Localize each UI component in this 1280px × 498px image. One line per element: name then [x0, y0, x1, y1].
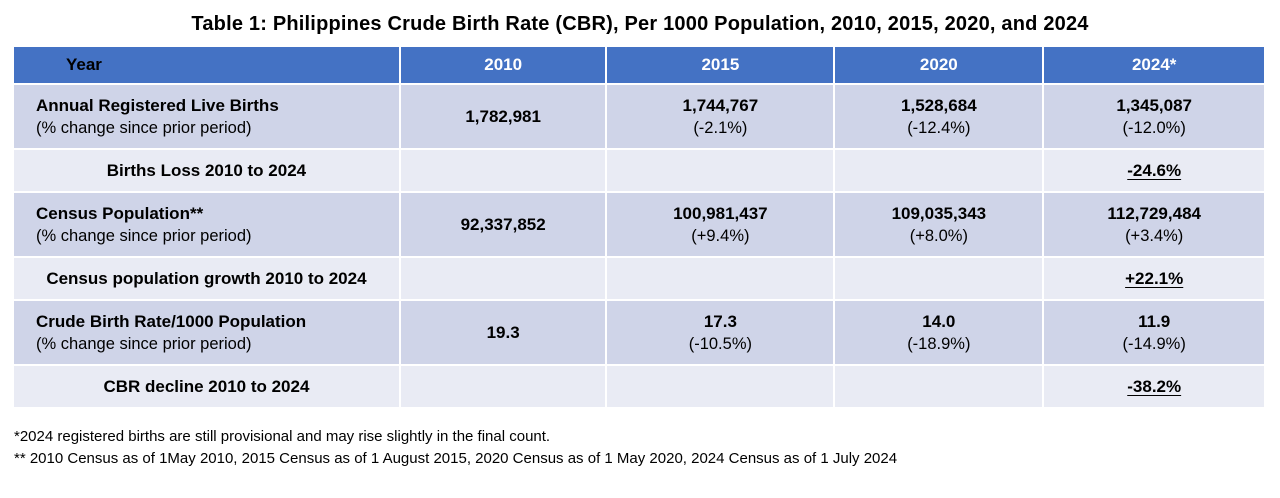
cell-change: (-12.4%): [907, 119, 971, 137]
footnotes: *2024 registered births are still provis…: [14, 426, 1280, 469]
row-label-cell: Census Population** (% change since prio…: [12, 191, 401, 258]
row-sublabel: (% change since prior period): [36, 227, 252, 245]
footnote-provisional: *2024 registered births are still provis…: [14, 428, 551, 445]
table-row-crude-birth-rate: Crude Birth Rate/1000 Population (% chan…: [12, 299, 1266, 366]
summary-value-cell: +22.1%: [1042, 256, 1266, 301]
header-cell-2010: 2010: [398, 45, 608, 85]
header-cell-2015: 2015: [605, 45, 836, 85]
cell-change: (-2.1%): [693, 119, 748, 137]
table-row-census-growth: Census population growth 2010 to 2024 +2…: [12, 256, 1266, 301]
cell-change: (-12.0%): [1122, 119, 1186, 137]
cell-change: (-10.5%): [688, 335, 752, 353]
cell-change: (+3.4%): [1125, 227, 1184, 245]
value-cell-2020: 1,528,684 (-12.4%): [833, 83, 1045, 150]
value-cell-2015: 100,981,437 (+9.4%): [605, 191, 836, 258]
summary-value: +22.1%: [1125, 268, 1184, 288]
value-cell-2020: 14.0 (-18.9%): [833, 299, 1045, 366]
summary-label: Census population growth 2010 to 2024: [46, 268, 367, 288]
cell-change: (-18.9%): [907, 335, 971, 353]
summary-label-cell: Census population growth 2010 to 2024: [12, 256, 401, 301]
header-cell-2020: 2020: [833, 45, 1045, 85]
cell-change: (+8.0%): [909, 227, 968, 245]
summary-label-cell: CBR decline 2010 to 2024: [12, 364, 401, 409]
value-cell-2024: 112,729,484 (+3.4%): [1042, 191, 1266, 258]
page-title: Table 1: Philippines Crude Birth Rate (C…: [191, 13, 1089, 35]
cell-value: 1,528,684: [901, 96, 977, 115]
row-sublabel: (% change since prior period): [36, 119, 252, 137]
value-cell-2020: 109,035,343 (+8.0%): [833, 191, 1045, 258]
cell-change: (+9.4%): [691, 227, 750, 245]
summary-label-cell: Births Loss 2010 to 2024: [12, 148, 401, 193]
empty-cell: [833, 148, 1045, 193]
row-label-cell: Crude Birth Rate/1000 Population (% chan…: [12, 299, 401, 366]
table-row-cbr-decline: CBR decline 2010 to 2024 -38.2%: [12, 364, 1266, 409]
value-cell-2024: 11.9 (-14.9%): [1042, 299, 1266, 366]
value-cell-2015: 1,744,767 (-2.1%): [605, 83, 836, 150]
row-sublabel: (% change since prior period): [36, 335, 252, 353]
cell-value: 1,782,981: [465, 107, 541, 126]
cell-value: 17.3: [703, 312, 737, 331]
value-cell-2024: 1,345,087 (-12.0%): [1042, 83, 1266, 150]
cell-value: 112,729,484: [1107, 204, 1201, 223]
cell-change: (-14.9%): [1122, 335, 1186, 353]
footnote-census-dates: ** 2010 Census as of 1May 2010, 2015 Cen…: [14, 449, 898, 467]
cell-value: 14.0: [922, 312, 956, 331]
value-cell-2010: 92,337,852: [398, 191, 608, 258]
table-row-census-population: Census Population** (% change since prio…: [12, 191, 1266, 258]
empty-cell: [398, 148, 608, 193]
cell-value: 109,035,343: [891, 204, 987, 223]
summary-label: Births Loss 2010 to 2024: [106, 160, 307, 180]
row-label: Annual Registered Live Births: [36, 96, 279, 115]
header-cell-year: Year: [12, 45, 401, 85]
empty-cell: [833, 256, 1045, 301]
empty-cell: [398, 256, 608, 301]
cell-value: 92,337,852: [460, 215, 546, 234]
row-label: Census Population**: [36, 204, 204, 223]
table-row-live-births: Annual Registered Live Births (% change …: [12, 83, 1266, 150]
summary-value: -38.2%: [1127, 376, 1182, 396]
empty-cell: [605, 364, 836, 409]
value-cell-2010: 19.3: [398, 299, 608, 366]
summary-value-cell: -38.2%: [1042, 364, 1266, 409]
row-label: Crude Birth Rate/1000 Population: [36, 312, 307, 331]
header-cell-2024: 2024*: [1042, 45, 1266, 85]
cell-value: 19.3: [486, 323, 520, 342]
cell-value: 11.9: [1138, 312, 1171, 331]
summary-value: -24.6%: [1127, 160, 1182, 180]
value-cell-2015: 17.3 (-10.5%): [605, 299, 836, 366]
cell-value: 100,981,437: [673, 204, 768, 223]
empty-cell: [605, 256, 836, 301]
empty-cell: [398, 364, 608, 409]
summary-value-cell: -24.6%: [1042, 148, 1266, 193]
empty-cell: [605, 148, 836, 193]
cbr-table: Year 2010 2015 2020 2024* Annual Registe…: [12, 45, 1266, 409]
table-row-births-loss: Births Loss 2010 to 2024 -24.6%: [12, 148, 1266, 193]
empty-cell: [833, 364, 1045, 409]
row-label-cell: Annual Registered Live Births (% change …: [12, 83, 401, 150]
value-cell-2010: 1,782,981: [398, 83, 608, 150]
summary-label: CBR decline 2010 to 2024: [103, 376, 310, 396]
cell-value: 1,744,767: [682, 96, 759, 115]
cell-value: 1,345,087: [1116, 96, 1192, 115]
table-header-row: Year 2010 2015 2020 2024*: [12, 45, 1266, 85]
